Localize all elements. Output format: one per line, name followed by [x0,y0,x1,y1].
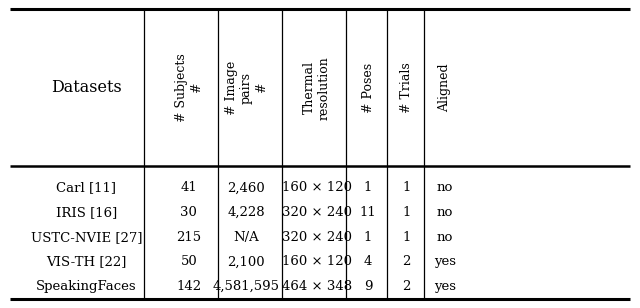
Text: SpeakingFaces: SpeakingFaces [36,280,137,293]
Text: 215: 215 [176,231,202,244]
Text: 1: 1 [402,206,411,219]
Text: # Subjects
#: # Subjects # [175,53,203,122]
Text: Carl [11]: Carl [11] [56,181,116,194]
Text: VIS-TH [22]: VIS-TH [22] [46,255,127,268]
Text: 1: 1 [402,231,411,244]
Text: 1: 1 [364,181,372,194]
Text: 50: 50 [180,255,197,268]
Text: 4,228: 4,228 [228,206,265,219]
Text: USTC-NVIE [27]: USTC-NVIE [27] [31,231,142,244]
Text: 4: 4 [364,255,372,268]
Text: 2,460: 2,460 [228,181,265,194]
Text: 160 × 120: 160 × 120 [282,181,352,194]
Text: no: no [436,181,453,194]
Text: yes: yes [434,255,456,268]
Text: Datasets: Datasets [51,79,122,96]
Text: 30: 30 [180,206,197,219]
Text: Aligned: Aligned [438,63,451,112]
Text: 2: 2 [402,255,411,268]
Text: 9: 9 [364,280,372,293]
Text: Thermal
resolution: Thermal resolution [303,56,331,120]
Text: # Trials: # Trials [400,63,413,113]
Text: 2: 2 [402,280,411,293]
Text: 11: 11 [360,206,376,219]
Text: 160 × 120: 160 × 120 [282,255,352,268]
Text: 464 × 348: 464 × 348 [282,280,352,293]
Text: 2,100: 2,100 [228,255,265,268]
Text: # Poses: # Poses [362,63,374,113]
Text: 320 × 240: 320 × 240 [282,231,352,244]
Text: 1: 1 [364,231,372,244]
Text: # Image
pairs
#: # Image pairs # [225,61,268,115]
Text: 1: 1 [402,181,411,194]
Text: no: no [436,206,453,219]
Text: IRIS [16]: IRIS [16] [56,206,117,219]
Text: yes: yes [434,280,456,293]
Text: N/A: N/A [234,231,259,244]
Text: 320 × 240: 320 × 240 [282,206,352,219]
Text: 4,581,595: 4,581,595 [213,280,280,293]
Text: 41: 41 [180,181,197,194]
Text: 142: 142 [176,280,202,293]
Text: no: no [436,231,453,244]
